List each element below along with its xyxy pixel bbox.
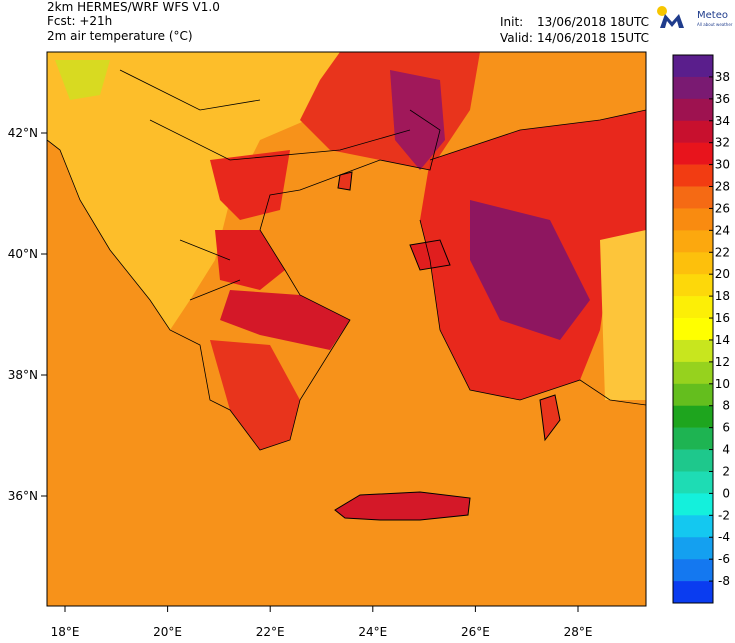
init-value: 13/06/2018 18UTC <box>537 15 649 29</box>
colorbar-segment <box>673 318 713 341</box>
map <box>46 51 647 607</box>
lat-label: 36°N <box>8 489 38 503</box>
colorbar-label: -4 <box>718 530 730 544</box>
colorbar: 38363432302826242220181614121086420-2-4-… <box>672 54 730 604</box>
colorbar-label: 24 <box>715 223 730 237</box>
lat-label: 40°N <box>8 247 38 261</box>
lon-label: 26°E <box>461 625 490 639</box>
lon-label: 20°E <box>153 625 182 639</box>
colorbar-segment <box>673 230 713 253</box>
logo: Meteo All about weather <box>657 6 733 28</box>
colorbar-segment <box>673 515 713 538</box>
title-line: 2km HERMES/WRF WFS V1.0 <box>47 0 220 14</box>
lon-label: 22°E <box>256 625 285 639</box>
colorbar-segment <box>673 120 713 143</box>
colorbar-segment <box>673 581 713 604</box>
colorbar-segment <box>673 339 713 363</box>
lon-label: 18°E <box>51 625 80 639</box>
logo-tagline: All about weather <box>697 22 733 27</box>
colorbar-segment <box>673 76 713 100</box>
logo-name: Meteo <box>697 10 728 21</box>
valid-label: Valid: <box>500 31 533 45</box>
lon-label: 28°E <box>564 625 593 639</box>
colorbar-frame <box>672 54 714 604</box>
colorbar-label: -2 <box>718 508 730 522</box>
colorbar-label: 38 <box>715 70 730 84</box>
colorbar-segment <box>673 493 713 516</box>
colorbar-label: 18 <box>715 289 730 303</box>
colorbar-segment <box>673 537 713 560</box>
colorbar-segment <box>673 208 713 231</box>
colorbar-segment <box>673 361 713 385</box>
colorbar-segment <box>673 383 713 407</box>
colorbar-label: -6 <box>718 552 730 566</box>
colorbar-segment <box>673 449 713 472</box>
colorbar-label: 30 <box>715 158 730 172</box>
colorbar-segment <box>673 274 713 297</box>
colorbar-label: 16 <box>715 311 730 325</box>
lat-label: 42°N <box>8 126 38 140</box>
colorbar-label: 2 <box>722 464 730 478</box>
colorbar-label: 4 <box>722 443 730 457</box>
colorbar-segment <box>673 252 713 275</box>
colorbar-label: 8 <box>722 399 730 413</box>
colorbar-segment <box>673 98 713 122</box>
colorbar-label: 32 <box>715 136 730 150</box>
colorbar-label: 12 <box>715 355 730 369</box>
colorbar-segment <box>673 296 713 319</box>
init-label: Init: <box>500 15 523 29</box>
colorbar-label: 36 <box>715 92 730 106</box>
colorbar-segment <box>673 142 713 165</box>
variable-line: 2m air temperature (°C) <box>47 29 193 43</box>
colorbar-segment <box>673 55 713 78</box>
colorbar-label: 0 <box>722 486 730 500</box>
colorbar-label: 6 <box>722 421 730 435</box>
colorbar-label: 26 <box>715 201 730 215</box>
forecast-line: Fcst: +21h <box>47 14 112 28</box>
colorbar-segment <box>673 164 713 187</box>
colorbar-label: 14 <box>715 333 730 347</box>
map-axes: 18°E 20°E 22°E 24°E 26°E 28°E 42°N 40°N 38°N 36°N <box>8 126 593 639</box>
colorbar-label: 22 <box>715 245 730 259</box>
colorbar-segment <box>673 471 713 494</box>
colorbar-label: 20 <box>715 267 730 281</box>
colorbar-label: -8 <box>718 574 730 588</box>
lon-label: 24°E <box>358 625 387 639</box>
colorbar-segment <box>673 405 713 428</box>
colorbar-label: 28 <box>715 180 730 194</box>
colorbar-segment <box>673 427 713 450</box>
colorbar-label: 34 <box>715 114 730 128</box>
lat-label: 38°N <box>8 368 38 382</box>
valid-value: 14/06/2018 15UTC <box>537 31 649 45</box>
colorbar-label: 10 <box>715 377 730 391</box>
colorbar-segment <box>673 186 713 209</box>
colorbar-segment <box>673 559 713 582</box>
